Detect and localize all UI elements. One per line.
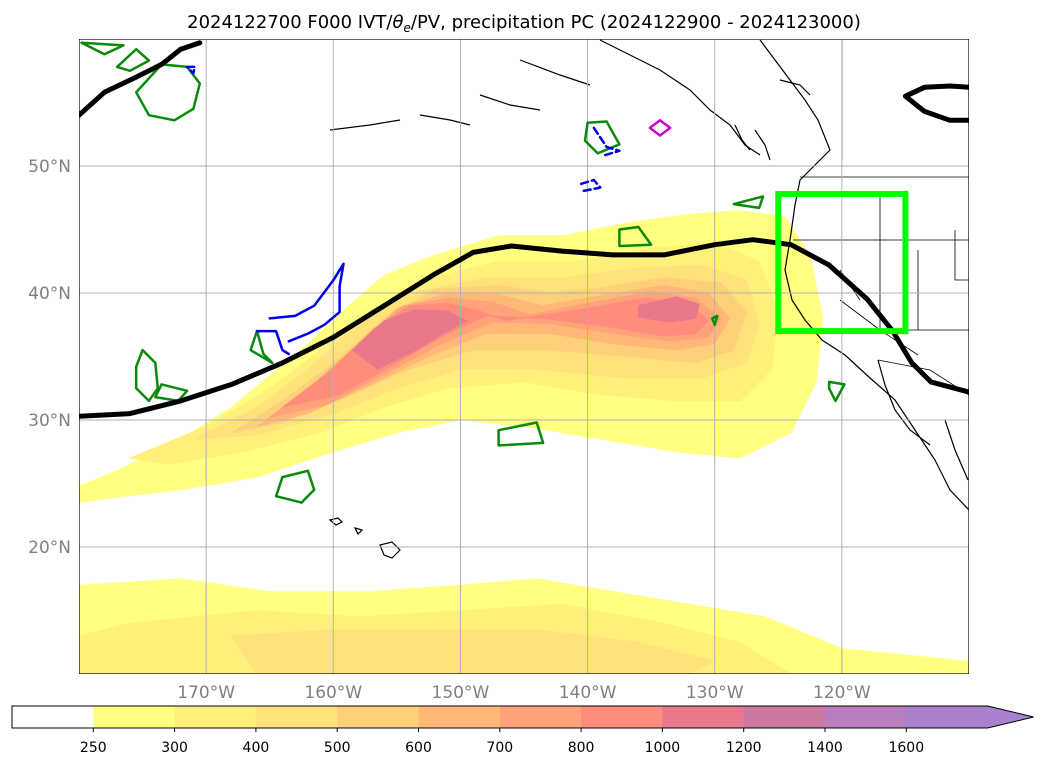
coastlines — [328, 39, 969, 559]
lat-label-20: 20°N — [28, 538, 71, 558]
pv-contour-green-11 — [827, 380, 846, 403]
hawaii-islands — [328, 517, 401, 559]
lat-label-30: 30°N — [28, 411, 71, 431]
north-america-coastline — [759, 39, 969, 511]
colorbar-outline — [11, 705, 1034, 729]
lat-label-40: 40°N — [28, 284, 71, 304]
colorbar-segment-9 — [743, 706, 826, 728]
latitude-labels: 50°N 40°N 30°N 20°N — [28, 157, 71, 558]
lon-label-140: 140°W — [559, 683, 617, 703]
pv-contour-blue-0 — [268, 262, 345, 343]
ivt-region-1000-11 — [638, 296, 700, 323]
map-plot-area — [79, 39, 969, 674]
pv-contour-magenta-0 — [648, 119, 672, 137]
pv-contour-green-8 — [618, 225, 653, 248]
pv-contour-green-12 — [710, 314, 719, 327]
colorbar-segment-1 — [93, 706, 176, 728]
ivt-region-400-5 — [230, 629, 716, 674]
pv-contour-green-2 — [115, 47, 151, 73]
colorbar-label-1000: 1000 — [645, 740, 681, 756]
colorbar-segment-0 — [12, 706, 94, 728]
alaska-coastline — [329, 39, 761, 156]
colorbar-segment-3 — [255, 706, 338, 728]
lon-label-160: 160°W — [304, 683, 362, 703]
contour-lines — [79, 40, 969, 504]
pv-contour-blue-2 — [592, 126, 621, 158]
theta-e-contour-main — [79, 237, 969, 419]
colorbar-segment-8 — [662, 706, 745, 728]
lon-label-120: 120°W — [813, 683, 871, 703]
theta-e-contour-northwest — [79, 40, 203, 118]
colorbar: 250 300 400 500 600 700 800 1000 1200 1400 1600 — [11, 705, 1034, 756]
longitude-labels: 170°W 160°W 150°W 140°W 130°W 120°W — [177, 683, 871, 703]
colorbar-label-1600: 1600 — [888, 740, 924, 756]
bc-islands — [734, 79, 811, 161]
pv-contour-green-10 — [732, 195, 765, 210]
pv-contour-green-9 — [497, 421, 545, 447]
colorbar-segment-4 — [337, 706, 419, 728]
chart-title: 2024122700 F000 IVT/θe/PV, precipitation… — [187, 12, 861, 35]
ivt-region-1000-10 — [351, 309, 468, 370]
pv-contour-blue-1 — [255, 329, 291, 356]
colorbar-label-600: 600 — [405, 740, 432, 756]
pv-contour-blue-4 — [185, 65, 196, 75]
colorbar-label-1200: 1200 — [726, 740, 762, 756]
colorbar-segment-2 — [174, 706, 257, 728]
colorbar-label-700: 700 — [486, 740, 513, 756]
pv-contour-green-5 — [249, 329, 274, 365]
colorbar-extend-arrow — [987, 706, 1034, 728]
study-region-box — [775, 190, 909, 335]
colorbar-segment-7 — [581, 706, 663, 728]
colorbar-segment-11 — [906, 706, 989, 728]
colorbar-label-400: 400 — [243, 740, 270, 756]
colorbar-label-1400: 1400 — [807, 740, 843, 756]
pv-contour-green-7 — [583, 120, 621, 155]
colorbar-segment-6 — [499, 706, 582, 728]
pv-contour-green-3 — [134, 348, 160, 403]
pv-contour-green-1 — [80, 41, 125, 56]
ivt-shading — [79, 210, 969, 674]
pv-contour-green-0 — [134, 63, 202, 122]
lon-label-130: 130°W — [686, 683, 744, 703]
colorbar-segment-5 — [418, 706, 501, 728]
colorbar-label-500: 500 — [324, 740, 351, 756]
pv-contour-blue-3 — [579, 178, 602, 193]
baja-coastline — [877, 359, 969, 481]
colorbar-label-250: 250 — [80, 740, 107, 756]
pv-contour-green-6 — [274, 469, 316, 504]
colorbar-label-800: 800 — [568, 740, 595, 756]
colorbar-label-300: 300 — [161, 740, 188, 756]
lat-label-50: 50°N — [28, 157, 71, 177]
lon-label-170: 170°W — [177, 683, 235, 703]
lon-label-150: 150°W — [432, 683, 490, 703]
theta-e-contour-northeast — [902, 83, 969, 123]
colorbar-segment-10 — [825, 706, 907, 728]
